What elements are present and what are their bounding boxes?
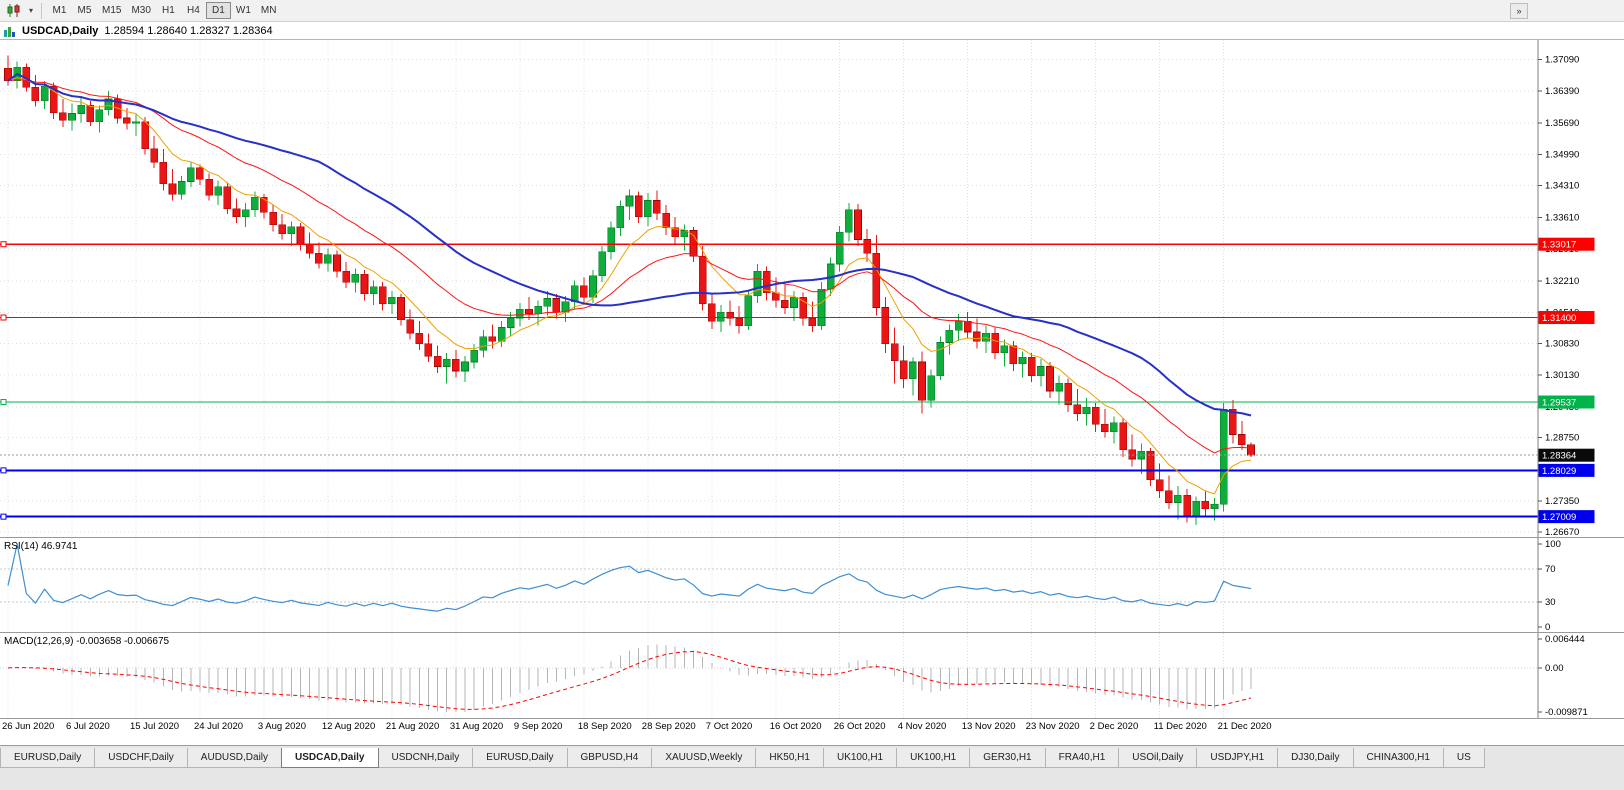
footer: EURUSD,Daily USDCHF,Daily AUDUSD,Daily USDC… <box>0 745 1624 790</box>
svg-text:1.34990: 1.34990 <box>1545 150 1579 161</box>
timeframe-button-m5[interactable]: M5 <box>77 5 92 16</box>
chart-window-icon <box>4 26 15 37</box>
chart-tab-eurusd-daily[interactable]: EURUSD,Daily <box>472 748 568 768</box>
chart-tab-fra40-h1[interactable]: FRA40,H1 <box>1044 748 1120 768</box>
timeframe-button-w1[interactable]: W1 <box>235 5 251 16</box>
chart-tab-bar: EURUSD,Daily USDCHF,Daily AUDUSD,Daily USDC… <box>0 747 1624 768</box>
chart-tab-usdjpy-h1[interactable]: USDJPY,H1 <box>1196 748 1279 768</box>
time-axis-label: 31 Aug 2020 <box>449 721 504 732</box>
svg-text:30: 30 <box>1545 597 1556 608</box>
timeframe-button-h4[interactable]: H4 <box>187 5 200 16</box>
top-toolbar: ▾ M1 M5 M15 M30 H1 H4 D1 W1 MN » <box>0 0 1624 22</box>
chart-window-titlebar: USDCAD,Daily 1.28594 1.28640 1.28327 1.2… <box>0 22 1624 40</box>
time-axis-label: 12 Aug 2020 <box>321 721 376 732</box>
svg-text:1.27009: 1.27009 <box>1542 512 1576 523</box>
chart-title: USDCAD,Daily <box>22 24 99 37</box>
svg-text:0.006444: 0.006444 <box>1545 634 1585 645</box>
time-axis-label: 26 Oct 2020 <box>833 721 886 732</box>
rsi-label: RSI(14) 46.9741 <box>4 541 78 552</box>
time-axis-label: 9 Sep 2020 <box>513 721 563 732</box>
svg-text:1.33017: 1.33017 <box>1542 240 1576 251</box>
macd-label: MACD(12,26,9) -0.003658 -0.006675 <box>4 636 170 647</box>
time-axis-label: 6 Jul 2020 <box>65 721 110 732</box>
time-axis-label: 23 Nov 2020 <box>1025 721 1080 732</box>
chart-tab-china300-h1[interactable]: CHINA300,H1 <box>1352 748 1444 768</box>
chart-tab-usdcnh-daily[interactable]: USDCNH,Daily <box>377 748 474 768</box>
chart-tab-uk100-h1[interactable]: UK100,H1 <box>896 748 971 768</box>
time-axis[interactable]: 26 Jun 2020 6 Jul 2020 15 Jul 2020 24 Jul 2… <box>0 718 1624 733</box>
chart-tab-gbpusd-h4[interactable]: GBPUSD,H4 <box>566 748 653 768</box>
chart-tab-hk50-h1[interactable]: HK50,H1 <box>755 748 824 768</box>
svg-text:1.31400: 1.31400 <box>1542 313 1576 324</box>
rsi-panel: RSI(14) 46.9741 100 70 30 0 <box>0 537 1624 632</box>
svg-text:1.30830: 1.30830 <box>1545 338 1579 349</box>
timeframe-button-group: M1 M5 M15 M30 H1 H4 D1 W1 MN <box>47 2 281 19</box>
svg-text:1.28364: 1.28364 <box>1542 451 1576 462</box>
time-axis-label: 18 Sep 2020 <box>577 721 632 732</box>
chart-tab-eurusd-daily[interactable]: EURUSD,Daily <box>0 748 96 768</box>
time-axis-label: 4 Nov 2020 <box>897 721 947 732</box>
time-axis-label: 16 Oct 2020 <box>769 721 822 732</box>
svg-text:1.27350: 1.27350 <box>1545 496 1579 507</box>
price-chart[interactable]: 1.37090 1.36390 1.35690 1.34990 1.34310 1.336… <box>0 40 1624 537</box>
macd-panel: MACD(12,26,9) -0.003658 -0.006675 0.0064… <box>0 632 1624 718</box>
toolbar-separator <box>41 2 42 19</box>
timeframe-button-m1[interactable]: M1 <box>52 5 67 16</box>
svg-text:1.35690: 1.35690 <box>1545 118 1579 129</box>
time-axis-label: 21 Dec 2020 <box>1217 721 1272 732</box>
timeframe-button-m30[interactable]: M30 <box>131 5 151 16</box>
candlestick-icon <box>7 4 20 17</box>
rsi-chart[interactable]: 100 70 30 0 <box>0 538 1624 632</box>
time-axis-label: 28 Sep 2020 <box>641 721 696 732</box>
chevron-down-icon[interactable]: ▾ <box>28 6 33 15</box>
chart-tab-usdcad-daily[interactable]: USDCAD,Daily <box>281 748 379 768</box>
chart-ohlc-values: 1.28594 1.28640 1.28327 1.28364 <box>104 24 273 37</box>
svg-text:1.36390: 1.36390 <box>1545 86 1579 97</box>
timeframe-button-m15[interactable]: M15 <box>102 5 122 16</box>
svg-text:1.26670: 1.26670 <box>1545 527 1579 537</box>
time-axis-label: 15 Jul 2020 <box>129 721 180 732</box>
timeframe-button-d1[interactable]: D1 <box>205 2 231 19</box>
svg-text:1.28750: 1.28750 <box>1545 433 1579 444</box>
chart-tab-uk100-h1[interactable]: UK100,H1 <box>822 748 898 768</box>
svg-text:100: 100 <box>1545 539 1561 550</box>
time-axis-label: 24 Jul 2020 <box>193 721 244 732</box>
chart-tab-usdchf-daily[interactable]: USDCHF,Daily <box>94 748 188 768</box>
time-axis-label: 13 Nov 2020 <box>961 721 1016 732</box>
svg-text:1.29537: 1.29537 <box>1542 398 1576 409</box>
time-axis-label: 21 Aug 2020 <box>385 721 440 732</box>
chart-tab-usoil-daily[interactable]: USOil,Daily <box>1118 748 1198 768</box>
chart-tab-ger30-h1[interactable]: GER30,H1 <box>969 748 1046 768</box>
timeframe-button-h1[interactable]: H1 <box>162 5 175 16</box>
toolbar-more-icon[interactable]: » <box>1510 3 1528 19</box>
svg-text:0.00: 0.00 <box>1545 663 1564 674</box>
main-chart-panel: 1.37090 1.36390 1.35690 1.34990 1.34310 1.336… <box>0 40 1624 537</box>
time-axis-label: 7 Oct 2020 <box>705 721 753 732</box>
time-axis-label: 11 Dec 2020 <box>1153 721 1207 732</box>
svg-text:-0.009871: -0.009871 <box>1545 707 1588 718</box>
time-axis-label: 3 Aug 2020 <box>257 721 306 732</box>
time-axis-label: 26 Jun 2020 <box>2 721 55 732</box>
chart-tab-dj30-daily[interactable]: DJ30,Daily <box>1277 748 1354 768</box>
chart-tab-xauusd-weekly[interactable]: XAUUSD,Weekly <box>651 748 757 768</box>
svg-text:1.33610: 1.33610 <box>1545 212 1579 223</box>
macd-chart[interactable]: 0.006444 0.00 -0.009871 <box>0 633 1624 718</box>
time-axis-label: 2 Dec 2020 <box>1089 721 1139 732</box>
chart-tab-audusd-daily[interactable]: AUDUSD,Daily <box>186 748 283 768</box>
svg-text:1.32210: 1.32210 <box>1545 276 1579 287</box>
timeframe-button-mn[interactable]: MN <box>260 5 277 16</box>
svg-text:0: 0 <box>1545 622 1550 632</box>
chart-type-icon[interactable] <box>3 2 25 20</box>
svg-text:70: 70 <box>1545 564 1556 575</box>
chart-tab-us[interactable]: US <box>1442 748 1485 768</box>
svg-text:1.37090: 1.37090 <box>1545 54 1579 65</box>
svg-text:1.30130: 1.30130 <box>1545 370 1579 381</box>
svg-text:1.28029: 1.28029 <box>1542 466 1576 477</box>
svg-text:1.34310: 1.34310 <box>1545 181 1579 192</box>
